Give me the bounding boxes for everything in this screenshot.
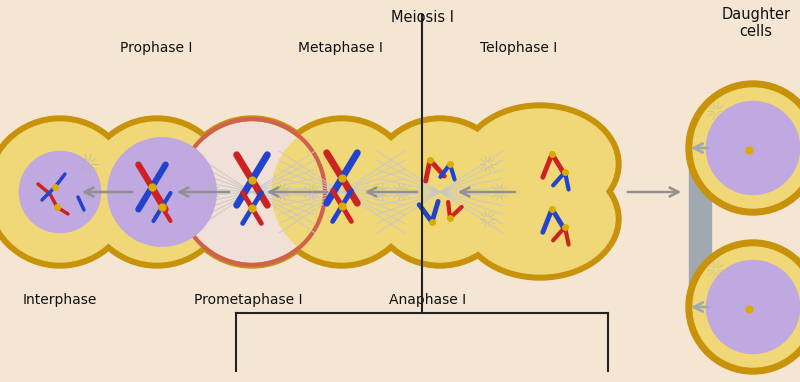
Bar <box>689 148 711 307</box>
Text: Interphase: Interphase <box>23 293 97 307</box>
Ellipse shape <box>686 81 800 215</box>
Ellipse shape <box>364 116 516 268</box>
Ellipse shape <box>176 116 328 268</box>
Text: Prometaphase I: Prometaphase I <box>194 293 302 307</box>
Text: Meiosis I: Meiosis I <box>391 10 454 25</box>
Ellipse shape <box>19 151 101 233</box>
Ellipse shape <box>686 240 800 374</box>
Ellipse shape <box>87 122 227 262</box>
Ellipse shape <box>272 122 412 262</box>
Ellipse shape <box>706 102 799 194</box>
Text: Anaphase I: Anaphase I <box>390 293 466 307</box>
Ellipse shape <box>0 122 130 262</box>
Ellipse shape <box>706 261 799 353</box>
Ellipse shape <box>266 116 418 268</box>
Ellipse shape <box>465 109 615 219</box>
Ellipse shape <box>81 116 233 268</box>
Text: Metaphase I: Metaphase I <box>298 41 382 55</box>
Ellipse shape <box>0 116 136 268</box>
Text: Telophase I: Telophase I <box>480 41 557 55</box>
Ellipse shape <box>459 103 621 225</box>
Text: Prophase I: Prophase I <box>120 41 192 55</box>
Ellipse shape <box>465 164 615 274</box>
Ellipse shape <box>459 158 621 280</box>
Ellipse shape <box>182 122 322 262</box>
Ellipse shape <box>108 138 216 246</box>
Text: Daughter
cells: Daughter cells <box>722 7 790 39</box>
Ellipse shape <box>693 88 800 208</box>
Ellipse shape <box>693 247 800 367</box>
Ellipse shape <box>370 122 510 262</box>
